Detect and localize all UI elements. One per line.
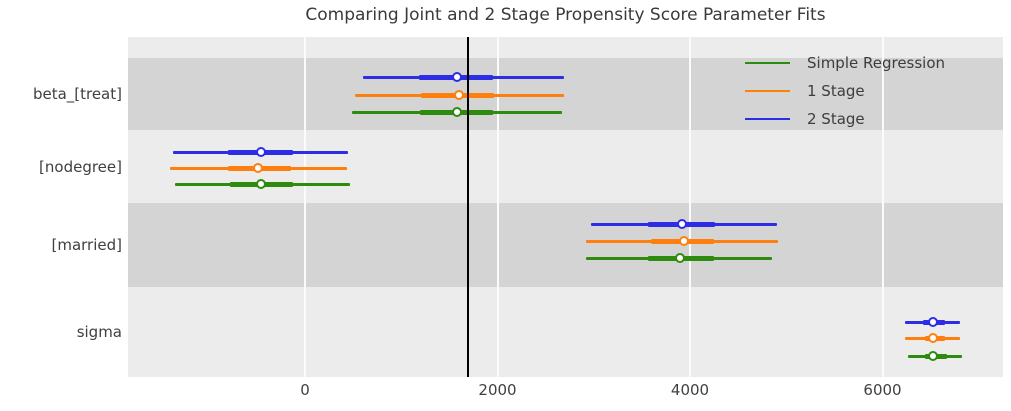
median-marker xyxy=(675,252,686,263)
x-tick-label: 6000 xyxy=(863,381,902,399)
y-tick-label: sigma xyxy=(76,323,122,341)
y-tick-label: beta_[treat] xyxy=(32,85,122,103)
legend-line-icon xyxy=(745,117,790,121)
x-tick-label: 2000 xyxy=(478,381,517,399)
legend-label: 2 Stage xyxy=(807,110,865,128)
gridline xyxy=(304,37,306,377)
median-marker xyxy=(928,350,939,361)
y-tick-label: [married] xyxy=(51,236,123,254)
gridline xyxy=(881,37,884,377)
legend-label: 1 Stage xyxy=(807,82,865,100)
legend: Simple Regression 1 Stage 2 Stage xyxy=(745,49,945,133)
legend-item-simple-regression: Simple Regression xyxy=(745,49,945,77)
median-marker xyxy=(453,89,464,100)
chart-title: Comparing Joint and 2 Stage Propensity S… xyxy=(305,5,826,25)
median-marker xyxy=(928,316,939,327)
x-tick-label: 0 xyxy=(300,381,310,399)
median-marker xyxy=(927,332,938,343)
reference-vline xyxy=(466,37,469,377)
legend-label: Simple Regression xyxy=(807,54,946,72)
shaded-band xyxy=(128,203,1003,287)
plot-area: Simple Regression 1 Stage 2 Stage xyxy=(128,37,1003,377)
median-marker xyxy=(255,146,266,157)
gridline xyxy=(689,37,691,377)
median-marker xyxy=(451,106,462,117)
shaded-band xyxy=(128,58,1003,130)
median-marker xyxy=(451,71,462,82)
median-marker xyxy=(677,218,688,229)
legend-line-icon xyxy=(745,89,790,93)
legend-line-icon xyxy=(745,61,790,65)
median-marker xyxy=(255,178,266,189)
legend-item-2-stage: 2 Stage xyxy=(745,105,945,133)
y-tick-label: [nodegree] xyxy=(39,157,122,176)
median-marker xyxy=(253,162,264,173)
legend-item-1-stage: 1 Stage xyxy=(745,77,945,105)
gridline xyxy=(496,37,499,377)
median-marker xyxy=(678,235,689,246)
x-tick-label: 4000 xyxy=(670,381,710,399)
